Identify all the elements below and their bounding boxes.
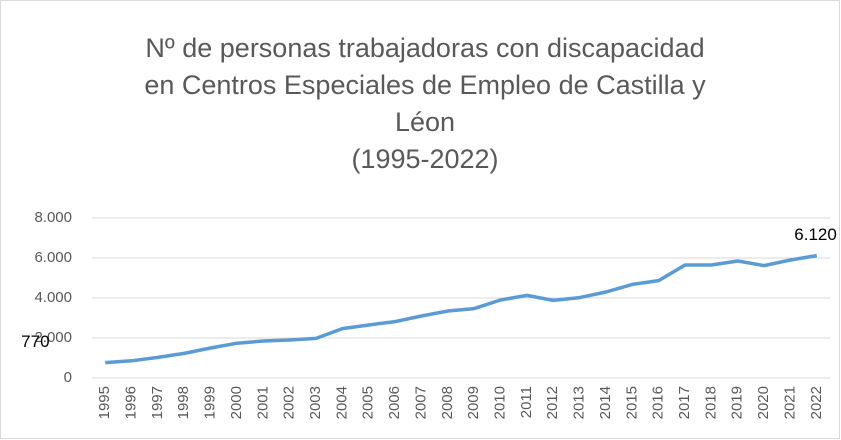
x-tick-label: 2016	[650, 386, 667, 419]
x-tick-label: 1995	[96, 386, 113, 419]
x-tick-label: 2004	[333, 386, 350, 419]
y-tick-label: 0	[64, 369, 72, 386]
x-tick-label: 2021	[781, 386, 798, 419]
y-tick-label: 2.000	[34, 329, 72, 346]
x-tick-label: 1997	[149, 386, 166, 419]
y-tick-label: 6.000	[34, 249, 72, 266]
y-tick-label: 4.000	[34, 289, 72, 306]
x-tick-label: 2020	[755, 386, 772, 419]
data-label: 770	[21, 332, 49, 351]
x-tick-label: 2018	[702, 386, 719, 419]
x-tick-label: 2007	[412, 386, 429, 419]
x-tick-label: 2015	[623, 386, 640, 419]
x-tick-label: 2003	[307, 386, 324, 419]
x-tick-label: 2011	[518, 386, 535, 418]
x-tick-label: 2008	[439, 386, 456, 419]
x-tick-label: 2009	[465, 386, 482, 419]
x-tick-label: 1999	[202, 386, 219, 419]
x-tick-label: 2005	[360, 386, 377, 419]
chart-title: en Centros Especiales de Empleo de Casti…	[144, 70, 706, 100]
x-tick-label: 2002	[281, 386, 298, 419]
x-tick-label: 2017	[676, 386, 693, 419]
x-tick-label: 2019	[729, 386, 746, 419]
x-tick-label: 2000	[228, 386, 245, 419]
x-tick-label: 2022	[808, 386, 825, 419]
y-tick-label: 8.000	[34, 209, 72, 226]
chart-title: Nº de personas trabajadoras con discapac…	[145, 33, 704, 63]
data-line	[105, 253, 818, 365]
x-tick-label: 2010	[492, 386, 509, 419]
x-tick-label: 1996	[123, 386, 140, 419]
chart-title: Léon	[395, 107, 455, 137]
x-tick-label: 2014	[597, 386, 614, 419]
x-tick-label: 2013	[571, 386, 588, 419]
x-tick-label: 1998	[175, 386, 192, 419]
x-tick-label: 2012	[544, 386, 561, 419]
x-tick-label: 2006	[386, 386, 403, 419]
chart-title: (1995-2022)	[351, 144, 498, 174]
data-label: 6.120	[794, 225, 837, 244]
x-tick-label: 2001	[254, 386, 271, 419]
